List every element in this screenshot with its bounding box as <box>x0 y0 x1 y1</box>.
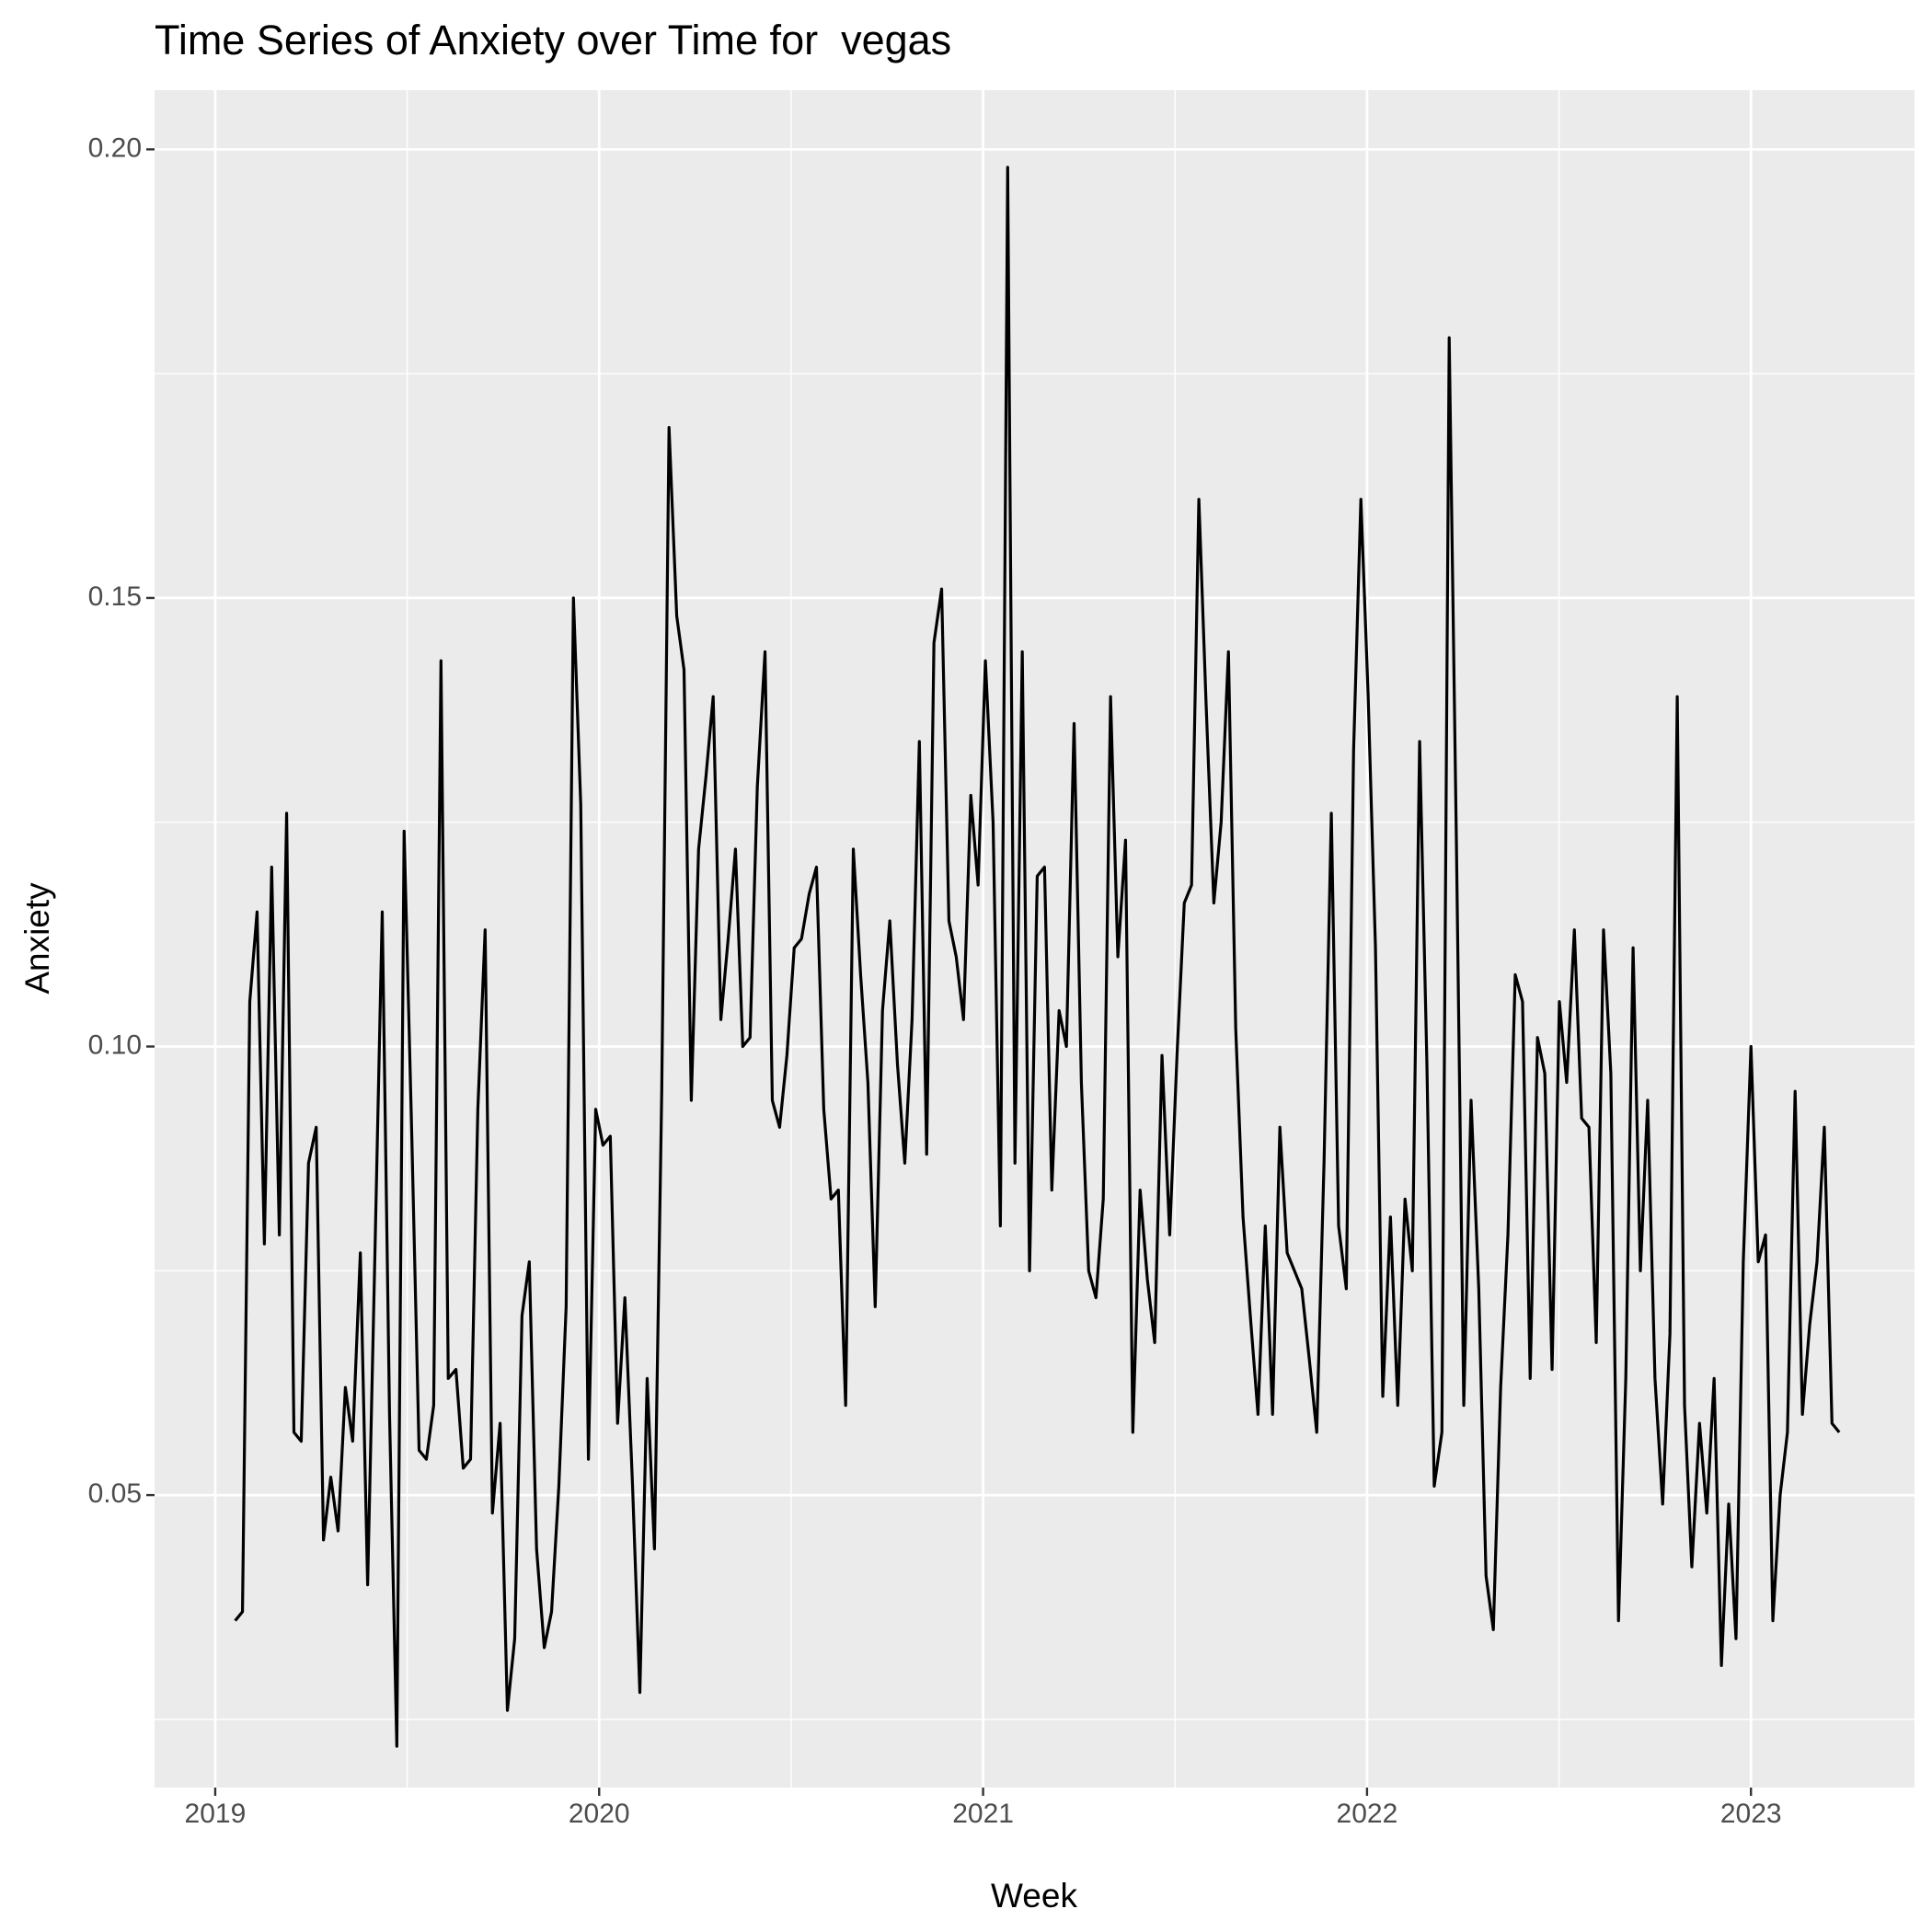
x-axis-title: Week <box>991 1877 1077 1915</box>
data-line <box>234 166 1841 1748</box>
y-tick-label: 0.20 <box>88 132 142 163</box>
y-tick-label: 0.05 <box>88 1478 142 1509</box>
y-tick-label: 0.10 <box>88 1029 142 1060</box>
y-axis-title: Anxiety <box>18 882 56 995</box>
chart-title: Time Series of Anxiety over Time for veg… <box>155 17 951 63</box>
x-tick-label: 2019 <box>185 1799 247 1829</box>
x-tick-label: 2021 <box>952 1799 1014 1829</box>
y-tick-label: 0.15 <box>88 581 142 612</box>
x-tick-label: 2023 <box>1720 1799 1782 1829</box>
x-tick-label: 2022 <box>1337 1799 1398 1829</box>
x-tick-label: 2020 <box>569 1799 630 1829</box>
